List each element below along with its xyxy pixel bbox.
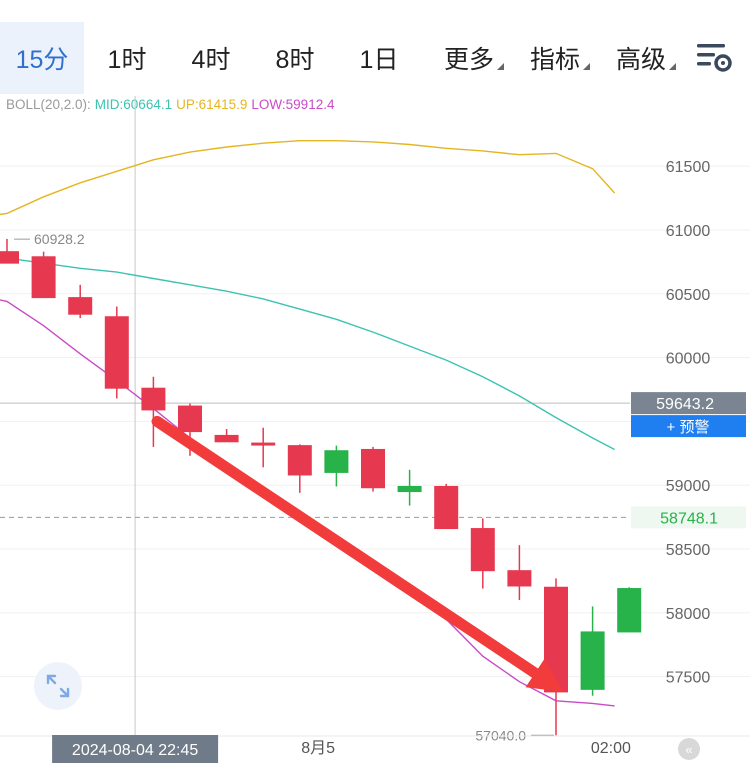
dashed-level-value: 58748.1 [660,510,718,527]
expand-arrows-icon[interactable] [34,662,82,710]
y-tick-label: 58000 [666,606,711,623]
candle-down [178,405,202,433]
double-chevron-left-icon[interactable]: « [678,738,700,760]
candle-down [214,434,239,443]
tab-label: 高级 [615,46,666,74]
tab-4h[interactable]: 4时 [174,22,248,94]
candle-down [434,485,459,530]
candle-down [31,256,56,299]
current-price-tag [631,392,746,415]
candle-down [361,448,385,489]
boll-low-line [0,299,615,707]
crosshair-time-tag [52,735,219,763]
dropdown-caret-icon [497,62,504,70]
advanced-dropdown[interactable]: 高级 [606,22,686,94]
candle-up [397,485,422,493]
y-tick-label: 61500 [666,159,711,176]
y-tick-label: 57500 [666,670,711,687]
tab-label: 15分 [15,46,69,74]
price-alert-button [631,415,746,438]
trend-arrow-head [525,658,564,692]
candle-down [0,251,19,264]
candle-down [104,316,129,389]
timeframe-toolbar: 15分 1时 4时 8时 1日 更多 指标 高级 [0,0,750,96]
low-marker-label: 57040.0 [475,727,526,743]
dropdown-caret-icon [669,62,676,70]
boll-indicator-legend: BOLL(20,2.0): MID:60664.1 UP:61415.9 LOW:59… [6,97,338,112]
y-tick-label: 61000 [666,223,711,240]
dashed-level-tag [631,506,746,529]
y-tick-label: 59000 [666,478,711,495]
candle-down [251,442,276,446]
candle-up [324,450,349,473]
tab-1h[interactable]: 1时 [90,22,164,94]
candle-down [141,387,166,411]
candle-up [580,631,605,690]
tab-label: 8时 [275,46,315,74]
tab-8h[interactable]: 8时 [258,22,332,94]
candlestick-chart[interactable]: 57500 58000 58500 59000 60000 60500 61000 61500… [0,96,750,777]
tab-15min[interactable]: 15分 [0,22,84,94]
tab-label: 1日 [359,46,399,74]
boll-low-value: LOW:59912.4 [251,97,335,112]
chart-settings-icon[interactable] [694,40,734,76]
y-tick-label: 60500 [666,287,711,304]
tab-1d[interactable]: 1日 [342,22,416,94]
boll-mid-line [0,257,615,451]
y-tick-label: 58500 [666,542,711,559]
current-price-value: 59643.2 [656,396,714,413]
candle-down [287,445,312,476]
crosshair-time-label: 2024-08-04 22:45 [72,742,198,759]
candle-down [68,297,93,315]
tab-label: 1时 [107,46,147,74]
tab-more-dropdown[interactable]: 更多 [434,22,514,94]
tab-label: 指标 [529,46,580,74]
candle-down [470,528,495,572]
tab-label: 更多 [443,46,494,74]
y-tick-label: 60000 [666,351,711,368]
boll-up-line [0,140,616,216]
candle-down [507,570,532,587]
x-tick-label: 02:00 [591,740,631,757]
trend-arrow-shaft [151,415,541,679]
candle-down [544,586,568,693]
tab-label: 4时 [191,46,231,74]
boll-name: BOLL(20,2.0): [6,97,91,112]
dropdown-caret-icon [583,62,590,70]
candle-up [617,588,642,633]
boll-mid-value: MID:60664.1 [94,97,173,112]
high-marker-label: 60928.2 [34,231,85,247]
price-alert-label: + 预警 [667,419,710,436]
x-tick-label: 8月5 [301,740,335,757]
boll-up-value: UP:61415.9 [176,97,248,112]
indicators-dropdown[interactable]: 指标 [520,22,600,94]
